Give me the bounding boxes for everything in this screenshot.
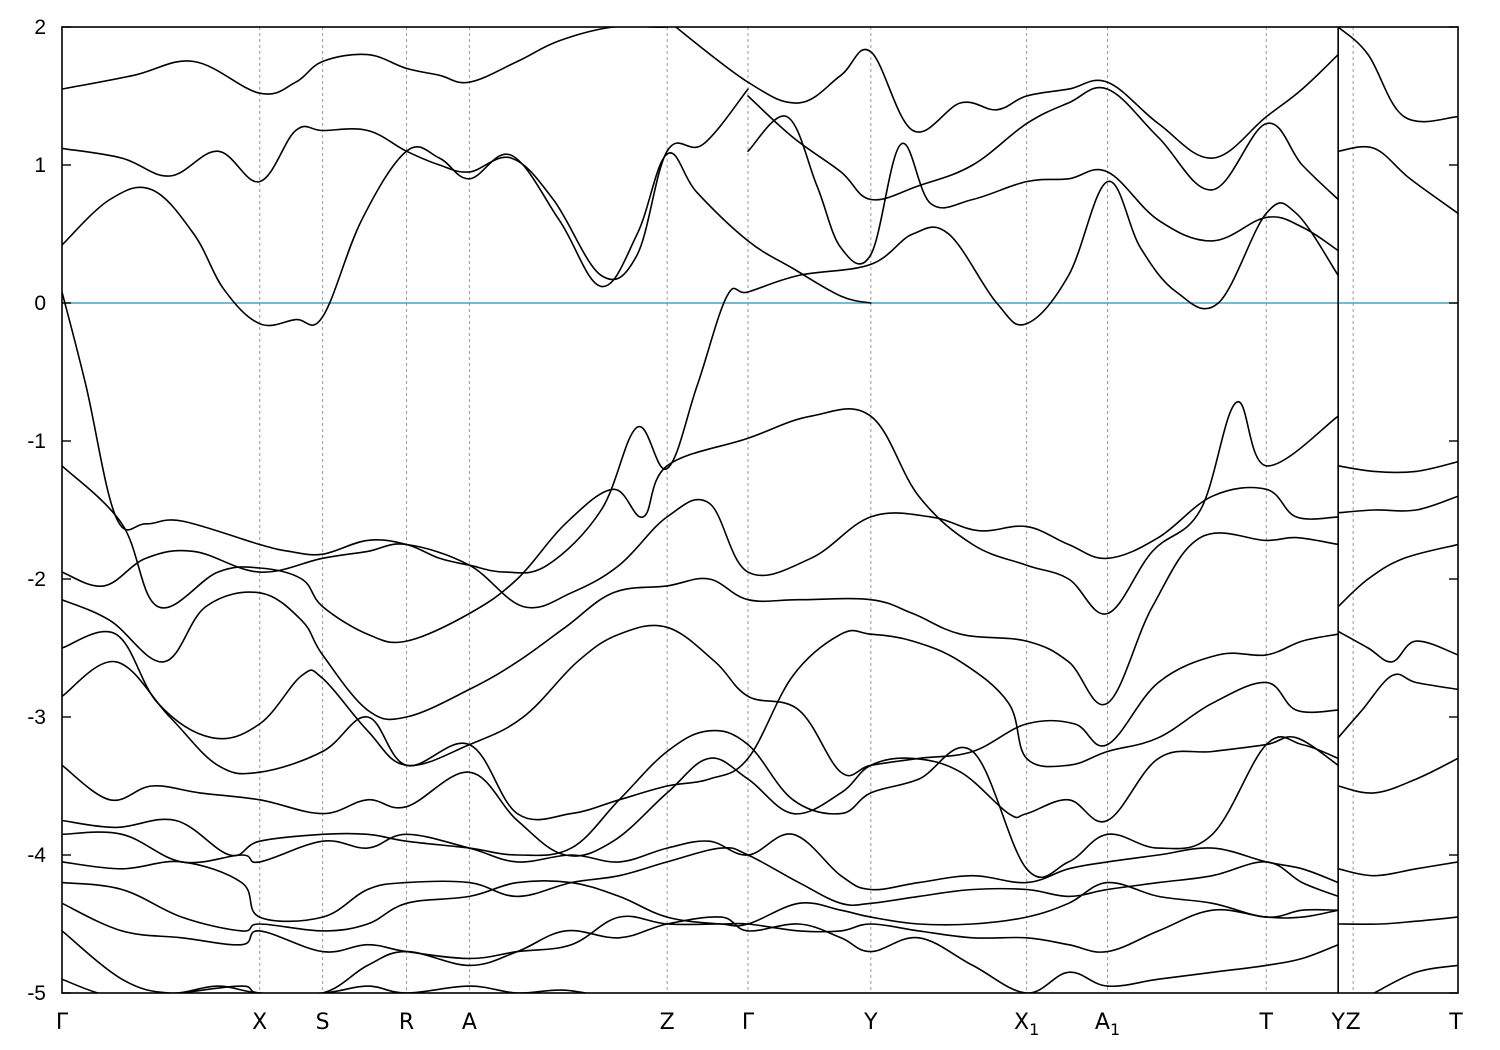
band-line	[1337, 630, 1458, 663]
band-line	[747, 86, 1339, 201]
y-tick-label: -5	[27, 982, 46, 1005]
band-line	[62, 879, 1339, 932]
band-line	[747, 115, 1339, 265]
band-line	[1337, 543, 1458, 608]
kpoint-label: A1	[1095, 1010, 1120, 1039]
y-tick-label: -1	[27, 430, 46, 453]
band-line	[1337, 27, 1458, 123]
kpoint-label: T	[1259, 1010, 1274, 1035]
y-tick-label: -2	[27, 568, 46, 591]
band-line	[1337, 673, 1458, 739]
band-line	[1337, 145, 1458, 215]
band-line	[62, 629, 1339, 821]
y-tick-label: 0	[34, 292, 46, 315]
band-line	[1337, 460, 1458, 474]
x-axis-kpoint-labels: Γ X S R A Z Γ Y X1 A1 T Y Z T	[56, 1010, 1463, 1039]
band-line	[62, 846, 1339, 923]
band-line	[1373, 964, 1458, 993]
band-line	[62, 88, 749, 281]
band-line	[1337, 916, 1458, 926]
plot-frame	[61, 26, 1459, 994]
kpoint-label: Y	[1330, 1010, 1345, 1035]
band-line	[62, 729, 1339, 879]
kpoint-label: X	[252, 1010, 267, 1035]
band-line	[62, 27, 674, 95]
band-line	[62, 902, 1339, 960]
band-line	[1337, 861, 1458, 877]
y-tick-label: -4	[27, 844, 46, 867]
band-line	[62, 146, 872, 327]
band-line	[62, 624, 1339, 777]
y-axis-ticks: 2 1 0 -1 -2 -3 -4 -5	[27, 16, 1458, 1005]
kpoint-label: Y	[863, 1010, 878, 1035]
band-line	[62, 831, 1339, 891]
kpoint-label: A	[462, 1010, 477, 1035]
band-lines	[62, 27, 1458, 993]
band-line	[1337, 495, 1458, 514]
plot-border	[61, 26, 1459, 994]
band-line	[62, 180, 1339, 574]
kpoint-grid-lines	[259, 27, 1354, 993]
kpoint-label: Z	[660, 1010, 675, 1035]
band-line	[1337, 757, 1458, 794]
kpoint-label: Z	[1346, 1010, 1361, 1035]
band-line	[62, 736, 1339, 857]
kpoint-label: S	[316, 1010, 330, 1035]
band-line	[62, 532, 1339, 721]
kpoint-label: Γ	[742, 1010, 755, 1035]
y-tick-label: 2	[34, 16, 46, 39]
band-line	[62, 401, 1339, 644]
kpoint-label: Γ	[56, 1010, 69, 1035]
kpoint-label: R	[399, 1010, 414, 1035]
kpoint-label: T	[1448, 1010, 1463, 1035]
band-line	[674, 27, 1339, 159]
band-line	[62, 486, 1339, 609]
kpoint-label: X1	[1014, 1010, 1039, 1039]
y-tick-label: 1	[34, 154, 46, 177]
y-tick-label: -3	[27, 706, 46, 729]
band-line	[62, 916, 1339, 993]
